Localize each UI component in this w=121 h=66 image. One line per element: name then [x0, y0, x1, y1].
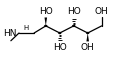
Circle shape [45, 25, 47, 26]
Polygon shape [45, 17, 47, 26]
Circle shape [59, 32, 61, 34]
Text: HO: HO [67, 7, 81, 16]
Text: HO: HO [39, 7, 53, 16]
Text: OH: OH [95, 7, 109, 16]
Text: H: H [23, 25, 29, 31]
Circle shape [73, 25, 75, 26]
Polygon shape [86, 33, 89, 41]
Circle shape [87, 32, 89, 34]
Text: HO: HO [53, 43, 67, 52]
Text: OH: OH [81, 43, 95, 52]
Text: HN: HN [3, 29, 17, 37]
